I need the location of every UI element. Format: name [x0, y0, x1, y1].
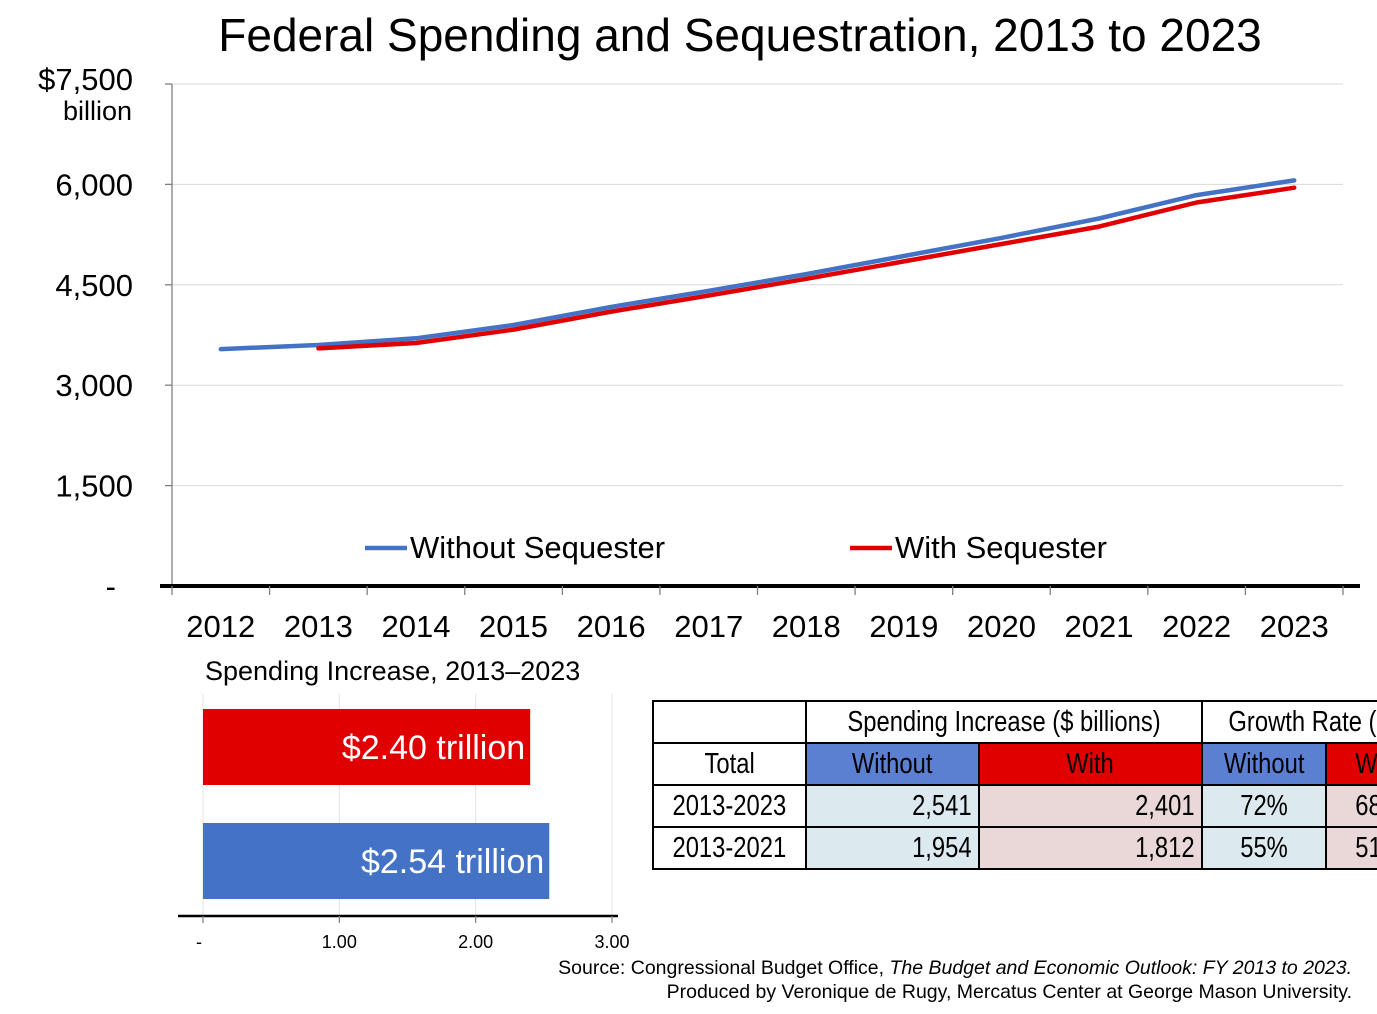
x-tick-label: 2.00	[458, 932, 493, 952]
table-cell-growth-without: 55%	[1200, 826, 1327, 870]
table-group-header-growth: Growth Rate (%)	[1200, 700, 1377, 744]
table-cell-spending-with: 2,401	[977, 784, 1203, 828]
table-corner-cell	[652, 700, 807, 744]
chart-title: Federal Spending and Sequestration, 2013…	[218, 9, 1262, 61]
source-prefix: Source: Congressional Budget Office,	[558, 957, 890, 979]
table-cell-spending-without: 1,954	[804, 826, 980, 870]
source-publication: The Budget and Economic Outlook: FY 2013…	[889, 957, 1352, 979]
series-line	[316, 185, 1297, 351]
table-row-period: 2013-2021	[652, 826, 807, 870]
table-subheader-row: Total Without With Without With	[652, 742, 1377, 786]
x-tick-label: 2014	[381, 609, 450, 644]
x-tick-label: 2013	[284, 609, 353, 644]
table-group-header-spending: Spending Increase ($ billions)	[804, 700, 1203, 744]
y-tick-label: $7,500	[38, 62, 133, 97]
summary-table: Spending Increase ($ billions) Growth Ra…	[652, 700, 1377, 870]
table-cell-spending-without: 2,541	[804, 784, 980, 828]
x-tick-label: 2012	[186, 609, 255, 644]
bar-chart-title: Spending Increase, 2013–2023	[205, 656, 581, 686]
bar	[203, 709, 531, 785]
x-tick-label: 2022	[1162, 609, 1231, 644]
table-header-row: Spending Increase ($ billions) Growth Ra…	[652, 700, 1377, 744]
y-tick-label: 1,500	[55, 469, 133, 504]
legend-label: With Sequester	[895, 530, 1107, 565]
table-cell-growth-without: 72%	[1200, 784, 1327, 828]
bar-chart: $2.40 trillion $2.54 trillion - 1.00 2.00 3.0…	[178, 694, 630, 952]
table-subheader-without: Without	[1200, 742, 1327, 786]
x-tick-label: 2019	[869, 609, 938, 644]
source-note: Source: Congressional Budget Office, The…	[558, 956, 1352, 1004]
x-tick-label: 2015	[479, 609, 548, 644]
table-subheader-without: Without	[804, 742, 980, 786]
table-row: 2013-2021 1,954 1,812 55% 51%	[652, 826, 1377, 870]
table-cell-growth-with: 51%	[1324, 826, 1377, 870]
x-tick-label: -	[196, 932, 202, 952]
bar-label: $2.54 trillion	[361, 843, 544, 881]
x-tick-label: 2020	[967, 609, 1036, 644]
table-cell-growth-with: 68%	[1324, 784, 1377, 828]
x-tick-label: 2016	[577, 609, 646, 644]
x-tick-label: 2023	[1260, 609, 1329, 644]
x-tick-label: 3.00	[594, 932, 629, 952]
table-row: 2013-2023 2,541 2,401 72% 68%	[652, 784, 1377, 828]
x-tick-label: 2017	[674, 609, 743, 644]
y-tick-label: 4,500	[55, 268, 133, 303]
x-tick-label: 2021	[1065, 609, 1134, 644]
table-row-period: 2013-2023	[652, 784, 807, 828]
table-subheader-with: With	[977, 742, 1203, 786]
source-line: Source: Congressional Budget Office, The…	[558, 956, 1352, 980]
legend-label: Without Sequester	[410, 530, 665, 565]
series-line	[218, 178, 1297, 352]
y-tick-label: 6,000	[55, 167, 133, 202]
y-unit-label: billion	[63, 96, 132, 126]
table-cell-spending-with: 1,812	[977, 826, 1203, 870]
bar	[203, 823, 550, 899]
bar-label: $2.40 trillion	[342, 729, 525, 767]
table-row-header-label: Total	[652, 742, 807, 786]
table-subheader-with: With	[1324, 742, 1377, 786]
x-tick-label: 2018	[772, 609, 841, 644]
y-tick-label: -	[106, 569, 116, 604]
y-tick-label: 3,000	[55, 368, 133, 403]
producer-line: Produced by Veronique de Rugy, Mercatus …	[666, 981, 1352, 1003]
x-tick-label: 1.00	[322, 932, 357, 952]
